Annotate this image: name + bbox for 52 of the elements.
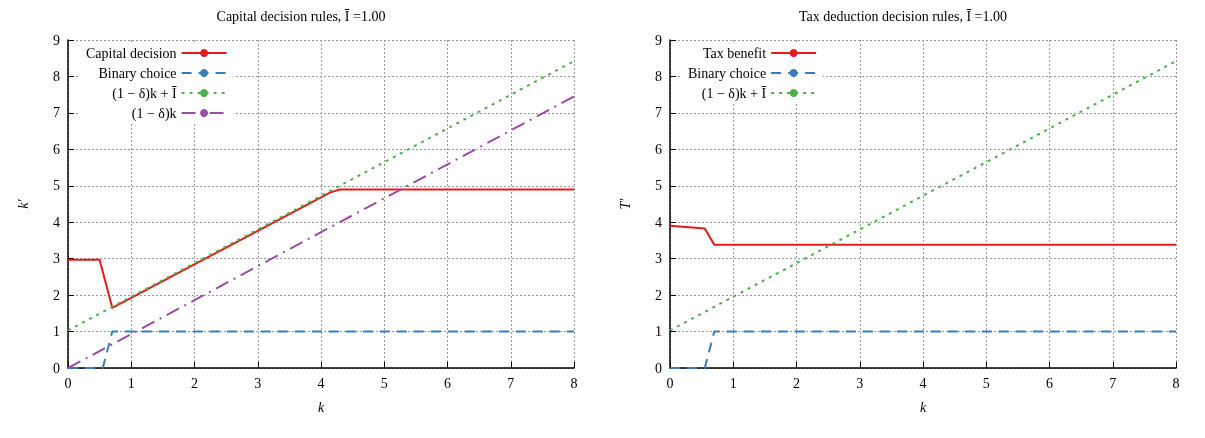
legend-label: Tax benefit — [702, 45, 767, 61]
x-tick-label: 1 — [729, 375, 737, 391]
x-tick-label: 8 — [1172, 375, 1180, 391]
x-tick-label: 7 — [507, 375, 515, 391]
legend-label: (1 − δ)k + Ī — [701, 85, 767, 102]
y-tick-label: 9 — [53, 32, 60, 48]
y-tick-label: 7 — [655, 105, 662, 121]
y-tick-label: 3 — [53, 251, 60, 267]
legend-label: (1 − δ)k — [131, 105, 177, 122]
x-tick-label: 3 — [254, 375, 262, 391]
chart-title: Tax deduction decision rules, Ī =1.00 — [799, 8, 1007, 24]
legend-label: Binary choice — [98, 65, 177, 81]
x-tick-label: 4 — [317, 375, 325, 391]
y-tick-label: 8 — [655, 68, 662, 84]
x-tick-label: 2 — [191, 375, 198, 391]
x-tick-label: 3 — [856, 375, 864, 391]
x-tick-label: 8 — [570, 375, 578, 391]
y-tick-label: 3 — [655, 251, 662, 267]
y-tick-label: 8 — [53, 68, 60, 84]
x-axis-title: k — [317, 399, 325, 415]
legend-label: (1 − δ)k + Ī — [112, 85, 177, 102]
x-tick-label: 7 — [1109, 375, 1117, 391]
y-tick-label: 0 — [53, 360, 60, 376]
y-tick-label: 1 — [53, 324, 60, 340]
y-tick-label: 0 — [655, 360, 662, 376]
legend-label: Binary choice — [687, 65, 767, 81]
x-tick-label: 2 — [793, 375, 800, 391]
x-tick-label: 1 — [127, 375, 135, 391]
x-tick-label: 5 — [982, 375, 990, 391]
x-tick-label: 0 — [64, 375, 72, 391]
x-tick-label: 4 — [919, 375, 927, 391]
y-tick-label: 2 — [53, 287, 60, 303]
y-tick-label: 4 — [53, 214, 60, 230]
x-axis-title: k — [919, 399, 927, 415]
y-tick-label: 9 — [655, 32, 662, 48]
y-tick-label: 2 — [655, 287, 662, 303]
y-axis-title: k′ — [15, 198, 31, 209]
x-tick-label: 5 — [380, 375, 388, 391]
y-tick-label: 7 — [53, 105, 60, 121]
chart-title: Capital decision rules, Ī =1.00 — [216, 8, 386, 24]
y-tick-label: 1 — [655, 324, 662, 340]
legend-label: Capital decision — [86, 45, 177, 61]
y-tick-label: 6 — [53, 141, 60, 157]
x-tick-label: 6 — [444, 375, 451, 391]
x-tick-label: 6 — [1046, 375, 1053, 391]
line-series — [67, 188, 575, 309]
y-tick-label: 5 — [53, 178, 60, 194]
x-tick-label: 0 — [666, 375, 674, 391]
y-tick-label: 4 — [655, 214, 662, 230]
y-tick-label: 5 — [655, 178, 662, 194]
y-tick-label: 6 — [655, 141, 662, 157]
y-axis-title: T′ — [617, 197, 633, 210]
